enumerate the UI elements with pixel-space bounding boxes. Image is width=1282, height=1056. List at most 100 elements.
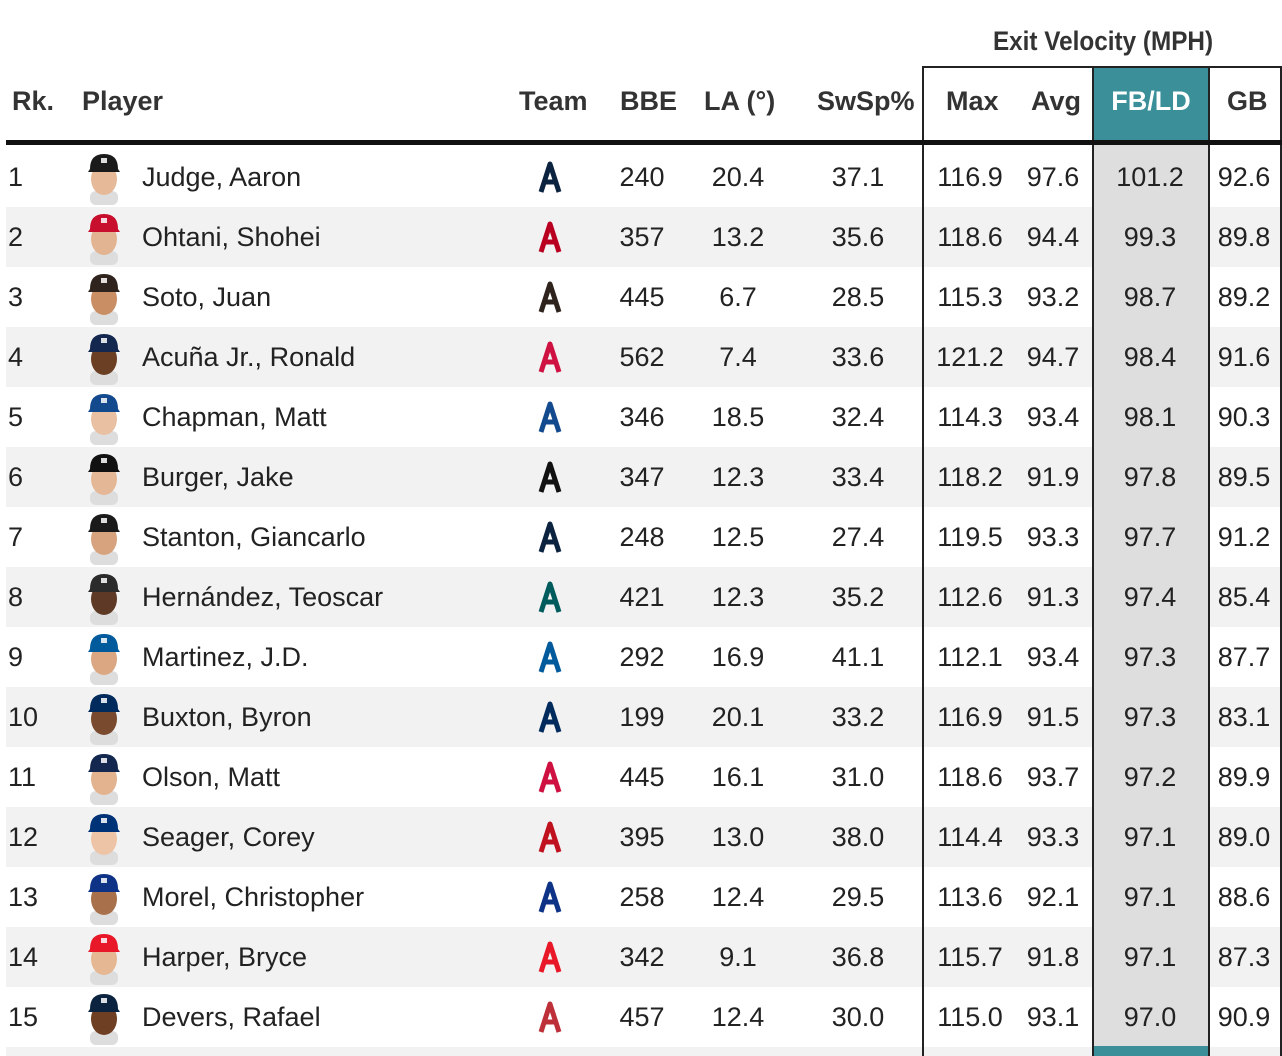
swsp-cell: 28.5 <box>831 282 885 312</box>
bbe-header[interactable]: BBE <box>620 86 678 116</box>
table-row[interactable]: 12 Seager, Corey 395 13.0 38.0 114.4 93.3 97.1 8… <box>6 807 1282 867</box>
gb-cell: 87.3 <box>1217 942 1271 972</box>
player-name-link[interactable]: Acuña Jr., Ronald <box>142 342 356 372</box>
table-row[interactable]: 1 Judge, Aaron 240 20.4 37.1 116.9 97.6 101.2 92… <box>6 147 1282 207</box>
rank-cell: 5 <box>8 402 24 432</box>
la-cell: 12.4 <box>711 1002 765 1032</box>
cubs-logo-icon <box>532 879 568 917</box>
table-row[interactable]: 7 Stanton, Giancarlo 248 12.5 27.4 119.5 93.3 9… <box>6 507 1282 567</box>
bbe-cell: 347 <box>619 462 665 492</box>
player-name-link[interactable]: Judge, Aaron <box>142 162 302 192</box>
fbld-cell: 97.1 <box>1123 942 1177 972</box>
table-row[interactable]: 15 Devers, Rafael 457 12.4 30.0 115.0 93.1 97.0… <box>6 987 1282 1047</box>
max-cell: 114.4 <box>937 822 1003 852</box>
rank-cell: 14 <box>8 942 39 972</box>
braves-logo-icon <box>532 339 568 377</box>
swsp-cell: 38.0 <box>831 822 885 852</box>
avg-cell: 93.2 <box>1026 282 1080 312</box>
gb-cell: 87.7 <box>1217 642 1271 672</box>
la-cell: 13.0 <box>711 822 765 852</box>
table-row[interactable]: 5 Chapman, Matt 346 18.5 32.4 114.3 93.4 98.1 90… <box>6 387 1282 447</box>
swsp-cell: 41.1 <box>831 642 885 672</box>
avg-cell: 97.6 <box>1026 162 1080 192</box>
player-headshot-avatar <box>84 451 124 505</box>
swsp-cell: 33.6 <box>831 342 885 372</box>
max-cell: 115.0 <box>937 1002 1003 1032</box>
team-header[interactable]: Team <box>519 86 588 116</box>
table-row[interactable]: 3 Soto, Juan 445 6.7 28.5 115.3 93.2 98.7 89.2 <box>6 267 1282 327</box>
rank-cell: 13 <box>8 882 39 912</box>
player-name-link[interactable]: Chapman, Matt <box>142 402 327 432</box>
max-cell: 114.3 <box>937 402 1003 432</box>
twins-logo-icon <box>532 699 568 737</box>
table-row[interactable]: 2 Ohtani, Shohei 357 13.2 35.6 118.6 94.4 99.3 8… <box>6 207 1282 267</box>
fbld-cell: 97.0 <box>1123 1002 1177 1032</box>
rank-header[interactable]: Rk. <box>12 86 55 116</box>
player-name-link[interactable]: Stanton, Giancarlo <box>142 522 366 552</box>
table-row[interactable]: 11 Olson, Matt 445 16.1 31.0 118.6 93.7 97.2 89.… <box>6 747 1282 807</box>
rank-cell: 15 <box>8 1002 39 1032</box>
fbld-cell: 97.3 <box>1123 702 1177 732</box>
la-cell: 20.1 <box>711 702 765 732</box>
table-row[interactable]: 9 Martinez, J.D. 292 16.9 41.1 112.1 93.4 97.3 8… <box>6 627 1282 687</box>
la-cell: 12.4 <box>711 882 765 912</box>
gb-cell: 89.9 <box>1217 762 1271 792</box>
player-name-link[interactable]: Seager, Corey <box>142 822 315 852</box>
fbld-header-label: FB/LD <box>1111 86 1191 116</box>
gb-cell: 91.2 <box>1217 522 1271 552</box>
rank-cell: 7 <box>8 522 24 552</box>
table-row[interactable]: 14 Harper, Bryce 342 9.1 36.8 115.7 91.8 97.1 87… <box>6 927 1282 987</box>
player-name-link[interactable]: Morel, Christopher <box>142 882 365 912</box>
max-cell: 116.9 <box>937 162 1003 192</box>
la-cell: 20.4 <box>711 162 765 192</box>
rank-cell: 2 <box>8 222 24 252</box>
fbld-next-cell-partial <box>1092 1046 1210 1056</box>
player-name-link[interactable]: Buxton, Byron <box>142 702 312 732</box>
player-headshot-avatar <box>84 811 124 865</box>
swsp-cell: 27.4 <box>831 522 885 552</box>
la-header[interactable]: LA (°) <box>704 86 776 116</box>
la-cell: 7.4 <box>719 342 757 372</box>
table-row[interactable]: 10 Buxton, Byron 199 20.1 33.2 116.9 91.5 97.3 8… <box>6 687 1282 747</box>
player-headshot-avatar <box>84 511 124 565</box>
fbld-cell: 97.2 <box>1123 762 1177 792</box>
header-divider <box>6 140 1282 145</box>
table-row[interactable]: 8 Hernández, Teoscar 421 12.3 35.2 112.6 91.3 9… <box>6 567 1282 627</box>
player-name-link[interactable]: Devers, Rafael <box>142 1002 321 1032</box>
player-name-link[interactable]: Ohtani, Shohei <box>142 222 321 252</box>
player-name-link[interactable]: Martinez, J.D. <box>142 642 309 672</box>
avg-cell: 92.1 <box>1026 882 1080 912</box>
mariners-logo-icon <box>532 579 568 617</box>
avg-cell: 93.4 <box>1026 402 1080 432</box>
la-cell: 9.1 <box>719 942 757 972</box>
player-headshot-avatar <box>84 211 124 265</box>
player-headshot-avatar <box>84 631 124 685</box>
player-header[interactable]: Player <box>82 86 164 116</box>
gb-cell: 90.9 <box>1217 1002 1271 1032</box>
rank-cell: 8 <box>8 582 24 612</box>
swsp-header[interactable]: SwSp% <box>817 86 915 116</box>
braves-logo-icon <box>532 759 568 797</box>
fbld-cell: 97.1 <box>1123 822 1177 852</box>
swsp-cell: 33.4 <box>831 462 885 492</box>
max-header[interactable]: Max <box>946 86 999 116</box>
swsp-cell: 37.1 <box>831 162 885 192</box>
swsp-cell: 29.5 <box>831 882 885 912</box>
avg-header[interactable]: Avg <box>1031 86 1082 116</box>
gb-cell: 89.2 <box>1217 282 1271 312</box>
gb-header[interactable]: GB <box>1227 86 1268 116</box>
player-headshot-avatar <box>84 331 124 385</box>
table-row[interactable]: 4 Acuña Jr., Ronald 562 7.4 33.6 121.2 94.7 98.… <box>6 327 1282 387</box>
fbld-header-cell[interactable]: FB/LD <box>1092 66 1210 142</box>
player-name-link[interactable]: Harper, Bryce <box>142 942 308 972</box>
avg-cell: 94.7 <box>1026 342 1080 372</box>
table-row[interactable]: 6 Burger, Jake 347 12.3 33.4 118.2 91.9 97.8 89.… <box>6 447 1282 507</box>
rank-cell: 12 <box>8 822 39 852</box>
player-name-link[interactable]: Burger, Jake <box>142 462 294 492</box>
la-cell: 16.9 <box>711 642 765 672</box>
player-name-link[interactable]: Hernández, Teoscar <box>142 582 384 612</box>
player-name-link[interactable]: Olson, Matt <box>142 762 281 792</box>
yankees-logo-icon <box>532 159 568 197</box>
player-name-link[interactable]: Soto, Juan <box>142 282 272 312</box>
table-row[interactable]: 13 Morel, Christopher 258 12.4 29.5 113.6 92.1… <box>6 867 1282 927</box>
